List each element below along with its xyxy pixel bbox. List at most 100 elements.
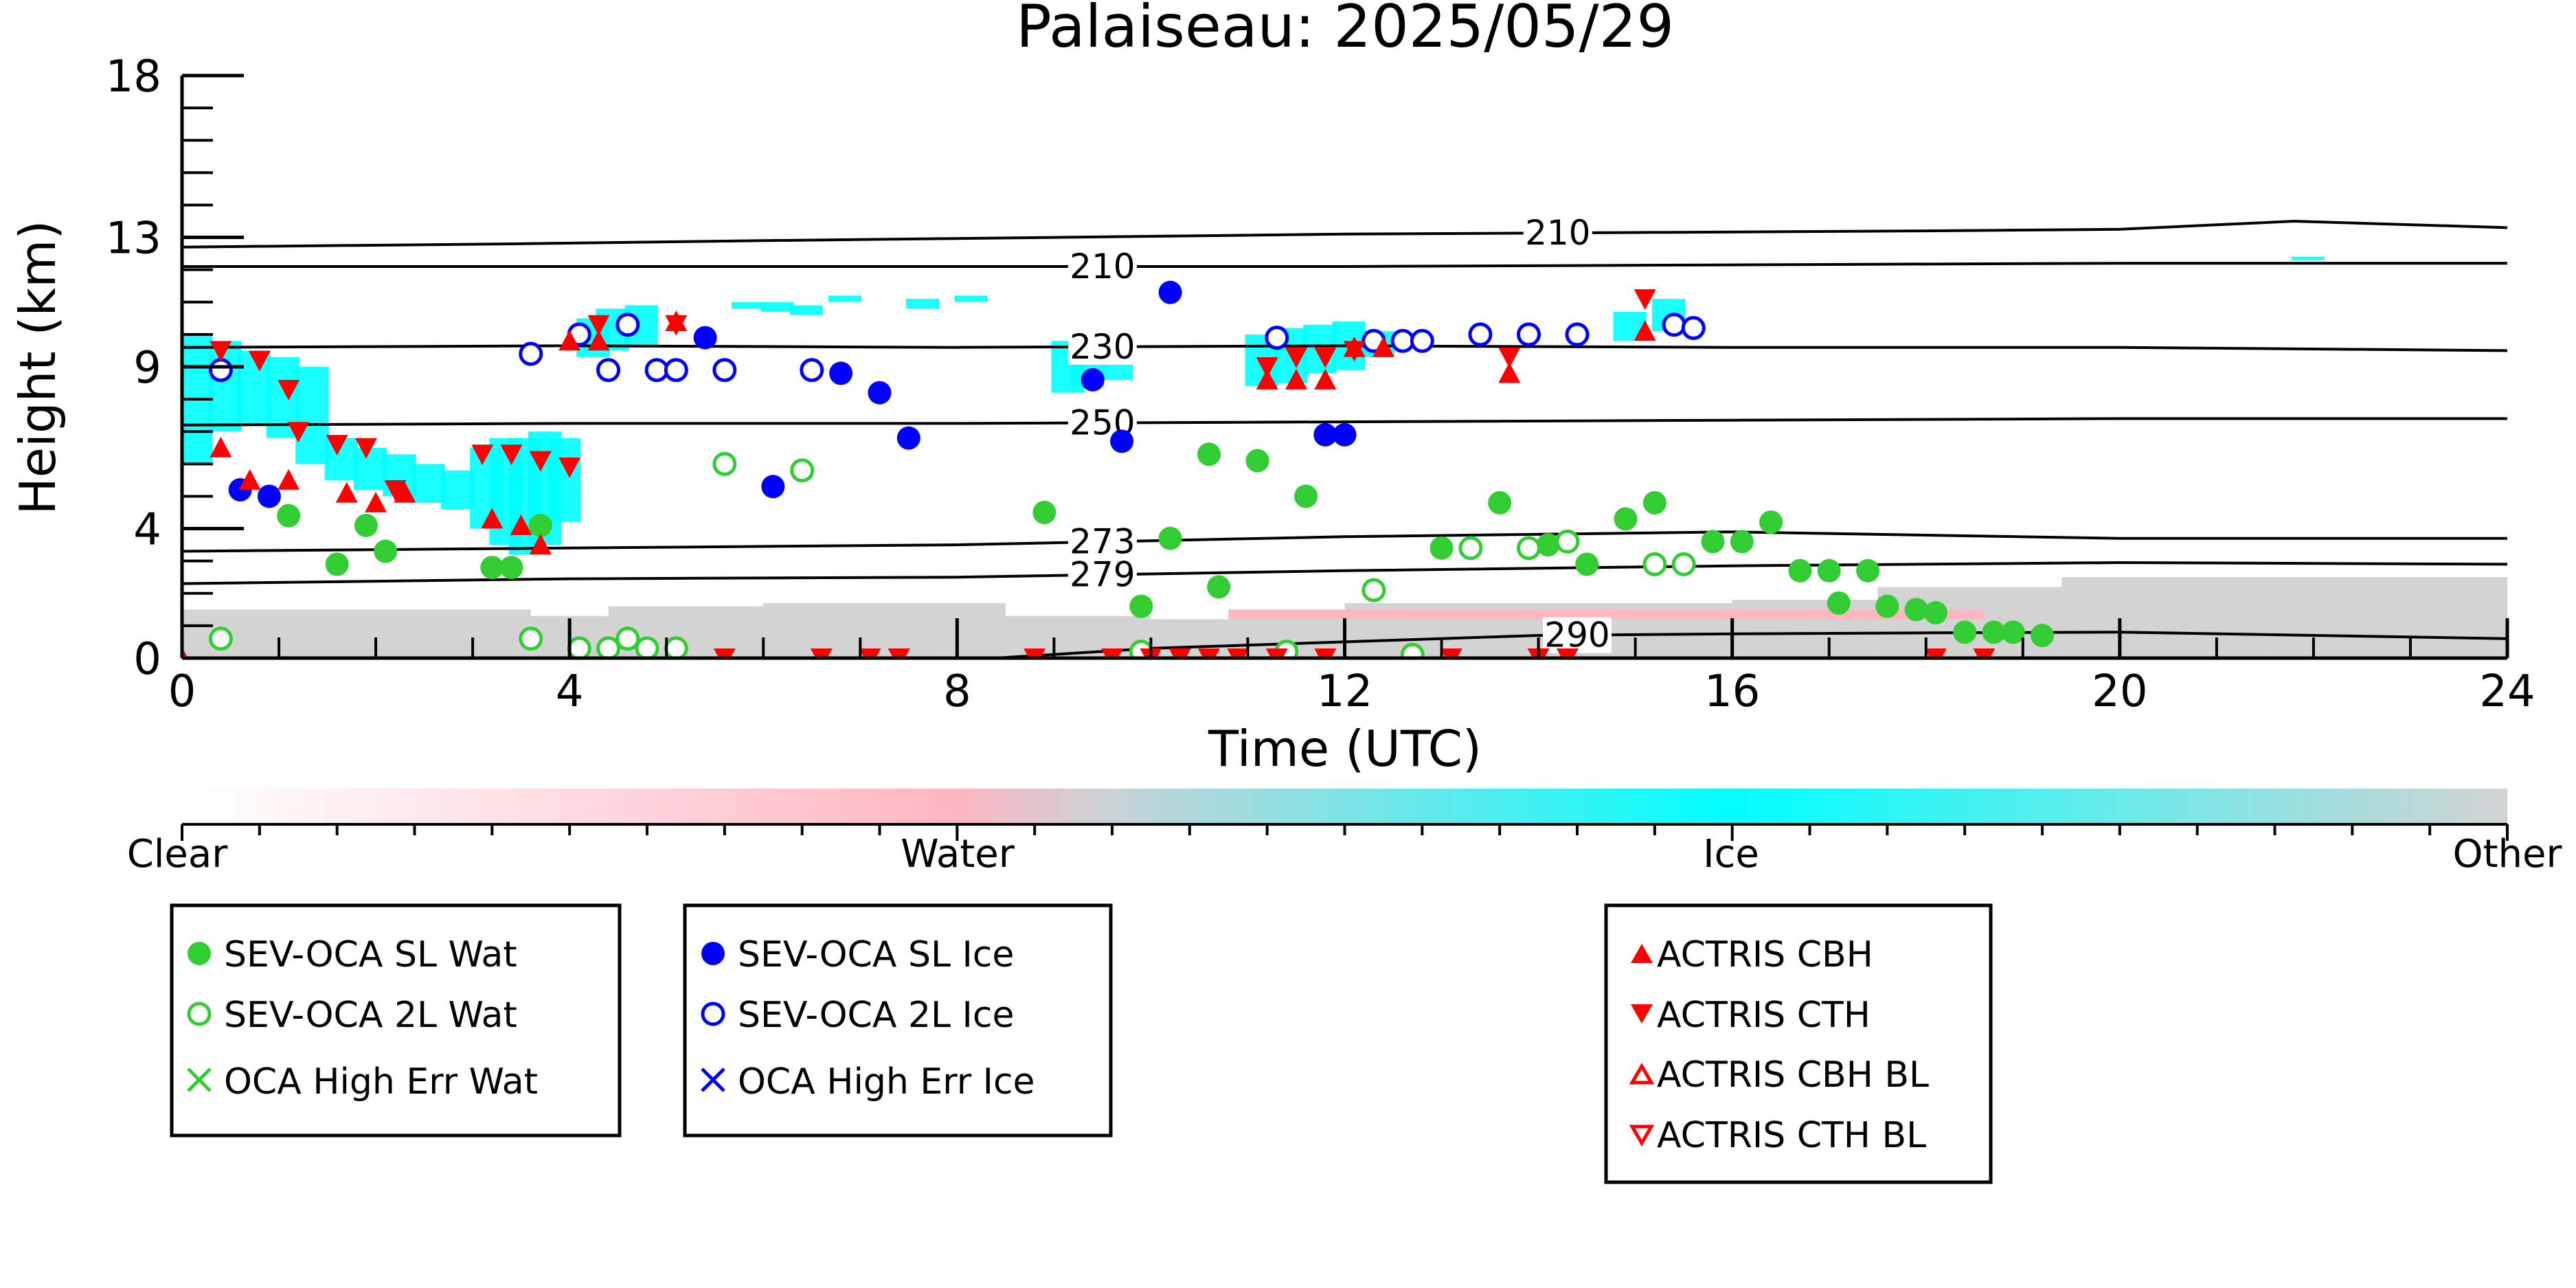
marker-filled-circle bbox=[1081, 368, 1105, 392]
marker-filled-circle bbox=[1701, 530, 1725, 554]
marker-open-circle bbox=[1410, 328, 1434, 353]
legend-marker-filled-circle bbox=[188, 942, 211, 965]
y-axis-label: Height (km) bbox=[9, 221, 67, 515]
marker-triangle-up bbox=[365, 491, 387, 512]
legend-label: OCA High Err Wat bbox=[224, 1061, 538, 1103]
marker-filled-circle bbox=[1642, 490, 1667, 515]
colorbar-label-water: Water bbox=[901, 832, 1015, 877]
marker-filled-circle bbox=[1333, 422, 1357, 447]
legend-box bbox=[683, 903, 1113, 1138]
contour-line bbox=[182, 417, 2507, 427]
legend-box bbox=[1604, 903, 1993, 1184]
marker-filled-circle bbox=[2031, 624, 2054, 648]
marker-triangle-down bbox=[354, 438, 377, 459]
marker-filled-circle bbox=[1158, 526, 1182, 550]
marker-open-circle bbox=[208, 358, 233, 383]
marker-open-circle bbox=[1390, 328, 1415, 353]
marker-triangle-down bbox=[326, 435, 348, 456]
marker-triangle-down bbox=[1101, 648, 1123, 658]
radar-ice-block bbox=[731, 302, 765, 309]
marker-triangle-up bbox=[335, 482, 358, 503]
x-tick-label: 12 bbox=[1317, 666, 1372, 717]
contour-label: 279 bbox=[1070, 555, 1135, 595]
marker-triangle-up bbox=[529, 534, 552, 555]
marker-filled-circle bbox=[2001, 620, 2025, 644]
x-tick-label: 20 bbox=[2092, 666, 2147, 717]
marker-open-circle bbox=[800, 358, 824, 383]
radar-water-block bbox=[1228, 609, 1985, 620]
marker-filled-circle bbox=[528, 513, 552, 537]
radar-ice-block bbox=[547, 438, 581, 523]
marker-triangle-down bbox=[888, 648, 910, 658]
marker-triangle-down bbox=[278, 379, 300, 400]
marker-triangle-down bbox=[558, 457, 581, 479]
marker-filled-circle bbox=[1923, 601, 1947, 625]
marker-triangle-down bbox=[1634, 289, 1656, 310]
marker-filled-circle bbox=[1197, 442, 1221, 466]
legend-label: SEV-OCA SL Ice bbox=[738, 934, 1014, 975]
radar-other-block bbox=[763, 602, 938, 658]
marker-open-circle bbox=[1458, 536, 1483, 561]
legend-marker-open-circle bbox=[187, 1002, 212, 1026]
radar-other-block bbox=[2265, 577, 2507, 658]
marker-filled-circle bbox=[1904, 598, 1928, 622]
y-tick-label: 18 bbox=[106, 52, 161, 102]
marker-filled-circle bbox=[1827, 591, 1851, 615]
legend-marker-filled-circle bbox=[701, 942, 725, 965]
contour-label-bg bbox=[1067, 328, 1137, 365]
y-tick-label: 9 bbox=[133, 343, 161, 394]
marker-triangle-up bbox=[394, 482, 416, 503]
contour-label-bg bbox=[1067, 523, 1137, 560]
y-tick-label: 4 bbox=[133, 505, 161, 556]
marker-triangle-up bbox=[558, 330, 581, 351]
y-tick-label: 0 bbox=[133, 634, 161, 685]
marker-filled-circle bbox=[1430, 536, 1454, 560]
contour-line bbox=[182, 530, 2507, 553]
marker-triangle-down bbox=[1924, 648, 1947, 658]
x-axis-label: Time (UTC) bbox=[1208, 720, 1482, 778]
marker-filled-circle bbox=[829, 361, 853, 385]
marker-filled-circle bbox=[1856, 558, 1880, 583]
legend-label: ACTRIS CBH BL bbox=[1657, 1054, 1929, 1096]
legend-marker-x bbox=[701, 1067, 725, 1092]
radar-ice-block bbox=[905, 299, 940, 309]
marker-filled-circle bbox=[1875, 594, 1899, 618]
marker-triangle-down bbox=[287, 422, 310, 443]
marker-open-circle bbox=[1468, 322, 1493, 347]
radar-other-block bbox=[1732, 600, 1878, 658]
legend-marker-open-circle bbox=[701, 1002, 725, 1026]
marker-triangle-down bbox=[1265, 648, 1288, 658]
marker-triangle-down bbox=[1973, 648, 1996, 658]
marker-triangle-down bbox=[1440, 648, 1462, 658]
radar-ice-block bbox=[353, 447, 387, 490]
marker-open-circle bbox=[1516, 536, 1541, 561]
marker-open-circle bbox=[635, 636, 659, 658]
contour-label-bg bbox=[1067, 556, 1137, 593]
marker-filled-circle bbox=[1158, 280, 1182, 304]
marker-filled-circle bbox=[1614, 507, 1638, 531]
radar-ice-block bbox=[2291, 256, 2325, 260]
marker-filled-circle bbox=[1032, 501, 1057, 524]
marker-filled-circle bbox=[257, 484, 281, 508]
radar-ice-block bbox=[789, 305, 823, 315]
x-tick-label: 16 bbox=[1704, 666, 1760, 717]
contour-line bbox=[182, 262, 2507, 268]
legend-label: ACTRIS CBH bbox=[1657, 934, 1873, 975]
legend-marker-triangle-up-filled bbox=[1631, 944, 1653, 963]
contour-line bbox=[995, 631, 2507, 658]
legend-marker-x bbox=[187, 1067, 212, 1092]
axes: 0 4 8 12 16 20 24 0 4 9 13 18 bbox=[106, 52, 2535, 717]
marker-triangle-down bbox=[1285, 347, 1307, 368]
contour-label-bg bbox=[1523, 215, 1592, 251]
marker-triangle-up bbox=[1634, 320, 1656, 341]
marker-triangle-up bbox=[510, 514, 532, 535]
marker-open-circle bbox=[615, 313, 640, 337]
marker-triangle-up bbox=[1285, 368, 1307, 389]
marker-filled-circle bbox=[1313, 422, 1337, 447]
marker-triangle-down bbox=[1024, 648, 1046, 658]
marker-filled-circle bbox=[1488, 490, 1512, 515]
x-tick-label: 24 bbox=[2479, 666, 2535, 717]
legend-box bbox=[170, 903, 622, 1138]
